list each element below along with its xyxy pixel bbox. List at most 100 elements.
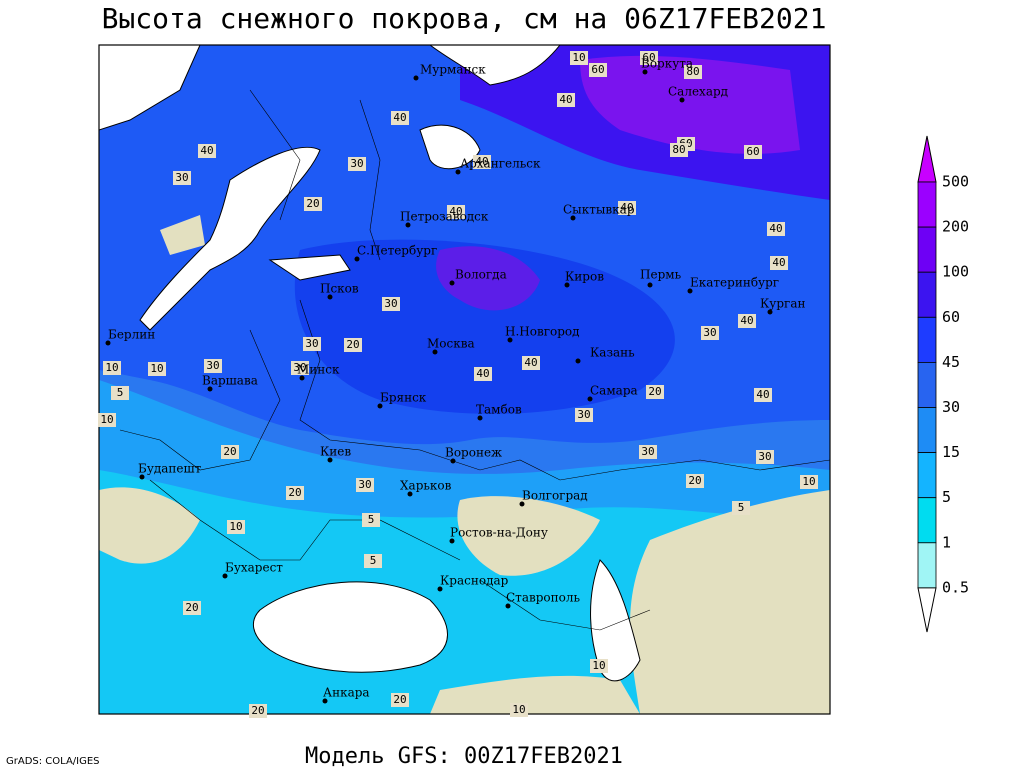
contour-label-bg [732,501,750,515]
contour-label: 10 [100,413,113,426]
city-dot [519,501,525,507]
city-dot [679,97,685,103]
city-label: Минск [297,363,340,377]
legend-label: 100 [942,263,969,281]
contour-label-bg [249,704,267,718]
bare-land [99,487,200,564]
city-label: Екатеринбург [690,276,779,290]
city-label: С.Петербург [357,244,437,258]
map [99,45,830,714]
contour-label: 40 [756,388,769,401]
city-dot [647,282,653,288]
legend-label: 0.5 [942,578,969,596]
contour-label-bg [362,513,380,527]
city-label: Воркута [641,57,693,71]
city-label: Самара [590,384,638,398]
contour-label: 30 [293,361,306,374]
contour-label: 5 [370,554,377,567]
city-dot [687,288,693,294]
city-dot [449,538,455,544]
contour-label-bg [227,520,245,534]
city-label: Сыктывкар [563,203,635,217]
map-frame [98,44,831,715]
contour-label: 40 [449,205,462,218]
borders [119,89,830,631]
contour-label-bg [364,554,382,568]
contour-label: 30 [206,359,219,372]
contour-label: 40 [559,93,572,106]
legend-label: 60 [942,308,960,326]
city-dot [587,396,593,402]
contour-label-bg [198,144,216,158]
contour-label: 10 [802,475,815,488]
contour-label: 10 [105,361,118,374]
city-dot [207,386,213,392]
legend: 500 200 100 60 45 30 15 5 1 0.5 [917,135,969,633]
black-sea [252,581,448,673]
baltic-sea [139,146,321,331]
contour-label-bg [684,65,702,79]
contour-label: 80 [686,65,699,78]
city-dot [570,215,576,221]
city-dot [327,294,333,300]
contour-label-bg [204,359,222,373]
legend-label: 15 [942,443,960,461]
contour-label: 20 [648,385,661,398]
contour-label: 30 [305,337,318,350]
contour-label: 20 [223,445,236,458]
city-label: Н.Новгород [505,325,580,339]
contour-label-bg [639,445,657,459]
city-dot [437,586,443,592]
bare-land [457,496,600,576]
contour-label: 30 [703,326,716,339]
contour-label: 40 [475,155,488,168]
contour-label-bg [618,201,636,215]
contour-label: 30 [641,445,654,458]
city-label: Берлин [108,328,155,342]
contour-label: 5 [738,501,745,514]
contour-label: 60 [591,63,604,76]
contour-label-bg [344,338,362,352]
contour-label-bg [770,256,788,270]
city-dot [767,309,773,315]
city-dot [432,349,438,355]
contour-label-bg [474,367,492,381]
city-dot [564,282,570,288]
contour-label: 40 [769,222,782,235]
city-label: Краснодар [440,574,509,588]
legend-swatch [917,407,937,453]
legend-swatch [917,226,937,273]
contour-label-bg [670,143,688,157]
contour-label: 30 [758,450,771,463]
city-label: Харьков [400,479,452,493]
city-label: Ростов-на-Дону [450,526,548,540]
city-label: Вологда [455,268,507,282]
city-dot [413,75,419,81]
contour-label-bg [447,205,465,219]
city-label: Архангельск [460,157,541,171]
contour-label: 10 [592,659,605,672]
contour-label: 40 [772,256,785,269]
contour-label-bg [148,362,166,376]
title: Высота снежного покрова, см на 06Z17FEB2… [102,2,827,35]
snow-zone [436,246,540,311]
city-label: Киев [320,445,351,459]
city-label: Курган [760,297,805,311]
contour-label: 10 [572,51,585,64]
contour-label-bg [686,474,704,488]
city-label: Ставрополь [506,591,580,605]
contour-label: 40 [476,367,489,380]
contour-label-bg [738,314,756,328]
contour-label: 20 [185,601,198,614]
city-label: Воронеж [445,446,502,460]
city-label: Волгоград [522,489,588,503]
city-label: Москва [427,337,475,351]
contour-label-bg [570,51,588,65]
legend-label: 45 [942,353,960,371]
contour-label: 20 [688,474,701,487]
city-dot [477,415,483,421]
city-dot [449,280,455,286]
contour-label: 20 [346,338,359,351]
contour-label-bg [510,703,528,717]
